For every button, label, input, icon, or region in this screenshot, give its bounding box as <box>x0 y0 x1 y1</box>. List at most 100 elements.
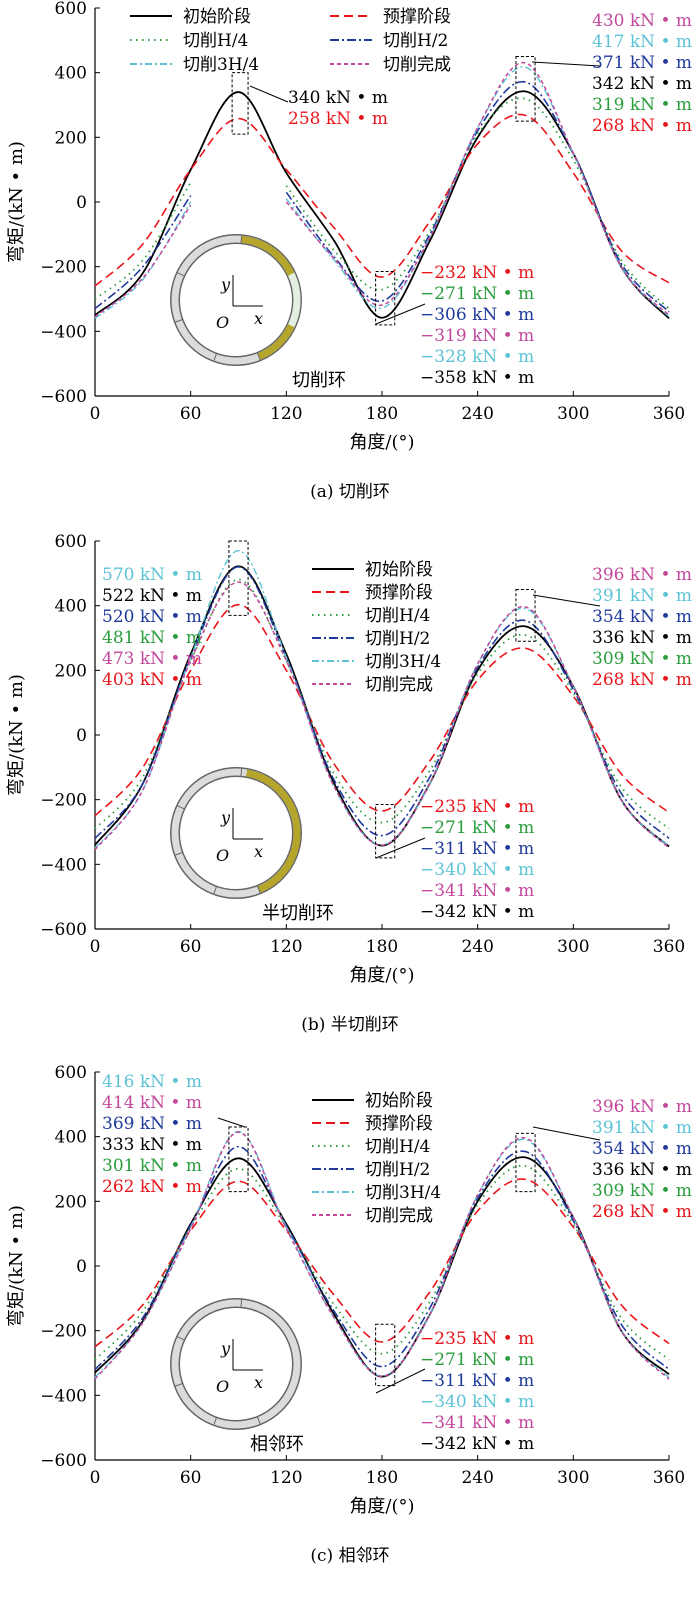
value-annotation: 481 kN • m <box>102 628 202 648</box>
value-annotation: 396 kN • m <box>592 565 692 585</box>
value-annotation: 414 kN • m <box>102 1093 202 1113</box>
inset-x-label: x <box>254 309 263 328</box>
y-tick-label: 200 <box>55 128 87 148</box>
y-tick-label: 600 <box>55 532 87 552</box>
legend-label: 切削3H/4 <box>183 55 259 75</box>
legend-label: 初始阶段 <box>365 560 433 580</box>
x-tick-label: 60 <box>180 937 202 957</box>
y-tick-label: 200 <box>55 661 87 681</box>
series-line-1 <box>94 603 670 817</box>
legend-label: 切削3H/4 <box>365 1183 441 1203</box>
series-line-2 <box>285 97 670 310</box>
y-axis-label: 弯矩/(kN • m) <box>6 674 27 796</box>
value-annotation: −235 kN • m <box>420 1329 534 1349</box>
y-tick-label: 0 <box>76 1257 87 1277</box>
segment-joint <box>213 1417 217 1426</box>
y-tick-label: 0 <box>76 726 87 746</box>
value-annotation: 354 kN • m <box>592 607 692 627</box>
value-annotation: 340 kN • m <box>288 88 388 108</box>
leader-line <box>217 1117 246 1128</box>
highlight-box <box>375 271 396 326</box>
segment-joint <box>256 885 261 894</box>
cut-segment <box>245 769 301 893</box>
segment-joint <box>174 1383 183 1387</box>
y-tick-label: −400 <box>40 1386 87 1406</box>
value-annotation: −306 kN • m <box>420 305 534 325</box>
value-annotation: 262 kN • m <box>102 1177 202 1197</box>
y-axis-label: 弯矩/(kN • m) <box>6 141 27 263</box>
legend-label: 初始阶段 <box>183 7 251 27</box>
chart-panel-c: −600 −400 −200 0 200 400 600 0 60 120 180 240 300 360… <box>6 1063 692 1566</box>
inset-origin-label: O <box>216 846 229 865</box>
y-tick-label: 400 <box>55 597 87 617</box>
value-annotation: 391 kN • m <box>592 586 692 606</box>
x-tick-label: 240 <box>461 937 493 957</box>
value-annotation: −341 kN • m <box>420 1413 534 1433</box>
y-tick-label: −600 <box>40 1451 87 1471</box>
value-annotation: 319 kN • m <box>592 95 692 115</box>
x-tick-label: 360 <box>653 1468 685 1488</box>
highlight-box <box>375 1323 396 1387</box>
value-annotation: 371 kN • m <box>592 53 692 73</box>
cut-segment <box>240 235 295 276</box>
legend-label: 切削3H/4 <box>365 652 441 672</box>
value-annotation: 570 kN • m <box>102 565 202 585</box>
legend-label: 切削H/4 <box>365 1137 430 1157</box>
value-annotation: −311 kN • m <box>420 1371 534 1391</box>
inset-origin-label: O <box>216 1377 229 1396</box>
ring-segments <box>171 1299 301 1429</box>
segment-joint <box>174 852 183 856</box>
inset-x-label: x <box>254 1373 263 1392</box>
y-tick-label: −200 <box>40 791 87 811</box>
x-tick-label: 360 <box>653 937 685 957</box>
y-tick-label: 200 <box>55 1192 87 1212</box>
inset-label: 半切削环 <box>262 903 334 924</box>
y-tick-label: −600 <box>40 920 87 940</box>
legend-label: 切削H/2 <box>383 31 448 51</box>
highlight-box <box>231 72 249 135</box>
value-annotation: −340 kN • m <box>420 1392 534 1412</box>
value-annotation: −341 kN • m <box>420 881 534 901</box>
y-tick-label: 0 <box>76 193 87 213</box>
y-tick-label: 600 <box>55 1063 87 1083</box>
panel-caption: (c) 相邻环 <box>310 1546 389 1566</box>
series-line-5 <box>94 1131 670 1380</box>
value-annotation: 268 kN • m <box>592 1202 692 1222</box>
value-annotation: 391 kN • m <box>592 1118 692 1138</box>
x-tick-label: 120 <box>270 937 302 957</box>
y-tick-label: −600 <box>40 387 87 407</box>
value-annotation: 416 kN • m <box>102 1072 202 1092</box>
value-annotation: 396 kN • m <box>592 1097 692 1117</box>
inset-label: 相邻环 <box>250 1434 304 1455</box>
series-line-1 <box>94 113 670 287</box>
x-tick-label: 120 <box>270 404 302 424</box>
x-tick-label: 180 <box>366 1468 398 1488</box>
leader-line <box>532 1126 601 1141</box>
segment-joint <box>176 272 185 277</box>
series-line-5 <box>94 204 192 318</box>
segment-joint <box>174 319 183 323</box>
cut-segment-light <box>288 272 301 328</box>
series-line-3 <box>94 195 192 310</box>
highlight-box <box>228 540 249 616</box>
legend-label: 切削H/2 <box>365 1160 430 1180</box>
chart-panel-b: −600 −400 −200 0 200 400 600 0 60 120 180 240 300 360… <box>6 532 692 1035</box>
x-tick-label: 60 <box>180 404 202 424</box>
value-annotation: −232 kN • m <box>420 263 534 283</box>
value-annotation: 258 kN • m <box>288 109 388 129</box>
legend-label: 切削完成 <box>365 1206 433 1226</box>
y-tick-label: 400 <box>55 64 87 84</box>
value-annotation: −271 kN • m <box>420 284 534 304</box>
leader-line <box>375 837 426 859</box>
value-annotation: 309 kN • m <box>592 649 692 669</box>
highlight-box <box>515 589 536 642</box>
x-tick-label: 360 <box>653 404 685 424</box>
legend-label: 预撑阶段 <box>383 7 451 27</box>
leader-line <box>531 61 601 67</box>
x-axis-label: 角度/(°) <box>349 432 414 453</box>
inset-y-label: y <box>220 808 231 827</box>
y-tick-label: −200 <box>40 1322 87 1342</box>
segment-joint <box>213 886 217 895</box>
